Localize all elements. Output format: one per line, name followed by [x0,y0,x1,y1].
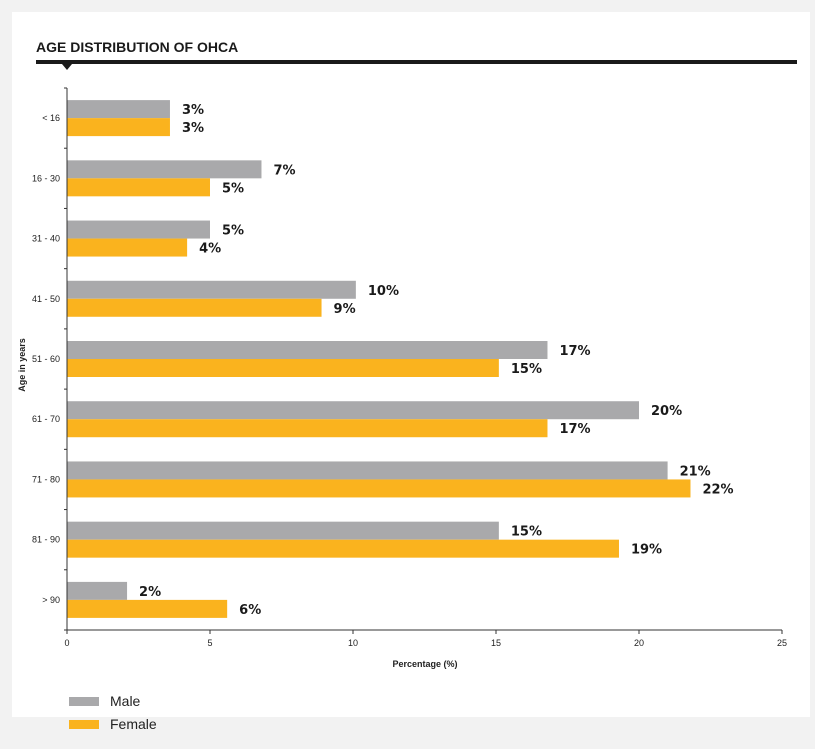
y-axis-title: Age in years [17,338,27,392]
bar-female-41-50 [67,298,322,317]
bar-female-90 [67,599,228,618]
value-label-male-16-30: 7% [273,163,295,178]
bar-male-61-70 [67,401,639,420]
x-tick-label: 15 [491,638,501,648]
y-tick-label: 61 - 70 [32,414,60,424]
y-tick-label: 41 - 50 [32,294,60,304]
y-tick-label: > 90 [42,595,60,605]
value-label-male-71-80: 21% [680,464,711,479]
value-label-male-90: 2% [139,585,161,600]
legend-label-female: Female [110,716,157,732]
legend: Male Female [69,693,157,732]
chart-title: AGE DISTRIBUTION OF OHCA [36,39,238,55]
value-label-female-81-90: 19% [631,543,662,558]
bar-male-81-90 [67,521,499,540]
title-pointer [62,64,72,70]
axis-layer: < 16 16 - 30 31 - 40 41 - 50 51 - 60 61 - 70 7… [32,87,787,648]
x-tick-label: 0 [64,638,69,648]
bar-male-31-40 [67,220,210,239]
bar-female-61-70 [67,419,548,438]
value-label-male-41-50: 10% [368,284,399,299]
legend-swatch-female [69,720,99,729]
x-axis-title: Percentage (%) [392,659,457,669]
value-label-female-16-30: 5% [222,181,244,196]
y-tick-label: 16 - 30 [32,173,60,183]
x-tick-label: 10 [348,638,358,648]
bar-female-51-60 [67,359,499,377]
bars-layer: 3%3%7%5%5%4%10%9%17%15%20%17%21%22%15%19… [67,100,734,618]
bar-female-71-80 [67,479,691,498]
x-tick-label: 20 [634,638,644,648]
value-label-female-71-80: 22% [702,482,733,497]
value-label-male-61-70: 20% [651,404,682,419]
x-tick-label: 25 [777,638,787,648]
y-tick-label: 51 - 60 [32,354,60,364]
y-tick-label: 81 - 90 [32,535,60,545]
bar-female-16 [67,118,170,137]
y-tick-label: 71 - 80 [32,474,60,484]
value-label-female-31-40: 4% [199,242,221,257]
value-label-female-61-70: 17% [559,422,590,437]
value-label-male-51-60: 17% [559,344,590,359]
value-label-female-41-50: 9% [334,302,356,317]
bar-female-81-90 [67,539,619,558]
legend-label-male: Male [110,693,141,709]
bar-male-41-50 [67,280,356,299]
bar-male-16 [67,100,170,119]
value-label-female-16: 3% [182,121,204,136]
bar-male-16-30 [67,160,262,179]
x-tick-label: 5 [207,638,212,648]
value-label-male-31-40: 5% [222,224,244,239]
bar-male-71-80 [67,461,668,480]
y-tick-label: < 16 [42,113,60,123]
value-label-male-16: 3% [182,103,204,118]
bar-male-51-60 [67,341,548,359]
y-tick-label: 31 - 40 [32,234,60,244]
value-label-female-90: 6% [239,603,261,618]
legend-swatch-male [69,697,99,706]
bar-male-90 [67,581,128,600]
bar-female-31-40 [67,238,188,257]
bar-female-16-30 [67,178,210,197]
value-label-female-51-60: 15% [511,362,542,377]
value-label-male-81-90: 15% [511,525,542,540]
